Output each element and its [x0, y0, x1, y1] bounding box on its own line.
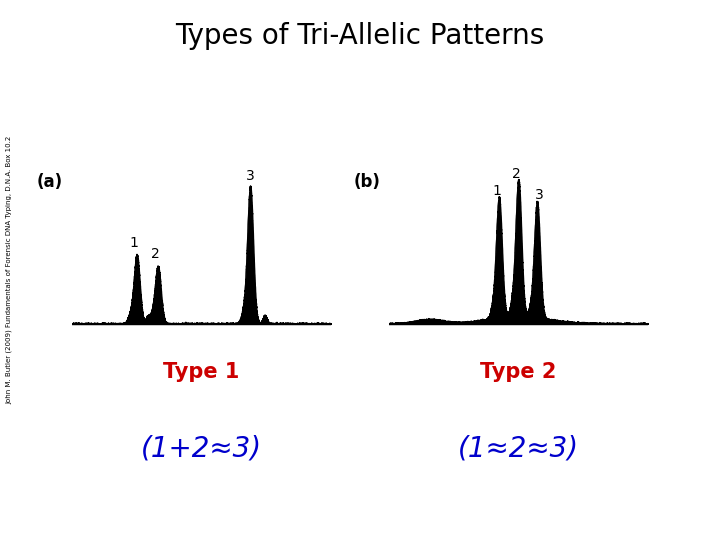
Text: 2: 2 — [512, 167, 521, 181]
Text: 1: 1 — [492, 184, 501, 198]
Text: Type 1: Type 1 — [163, 362, 240, 382]
Text: (1+2≈3): (1+2≈3) — [141, 434, 262, 462]
Text: Types of Tri-Allelic Patterns: Types of Tri-Allelic Patterns — [176, 22, 544, 50]
Text: 2: 2 — [151, 247, 160, 261]
Text: 1: 1 — [130, 236, 139, 250]
Text: (b): (b) — [354, 173, 380, 191]
Text: John M. Butler (2009) Fundamentals of Forensic DNA Typing, D.N.A. Box 10.2: John M. Butler (2009) Fundamentals of Fo… — [6, 136, 13, 404]
Text: 3: 3 — [246, 168, 255, 183]
Text: (1≈2≈3): (1≈2≈3) — [458, 434, 579, 462]
Text: 3: 3 — [535, 188, 544, 202]
Text: (a): (a) — [36, 173, 63, 191]
Text: Type 2: Type 2 — [480, 362, 557, 382]
